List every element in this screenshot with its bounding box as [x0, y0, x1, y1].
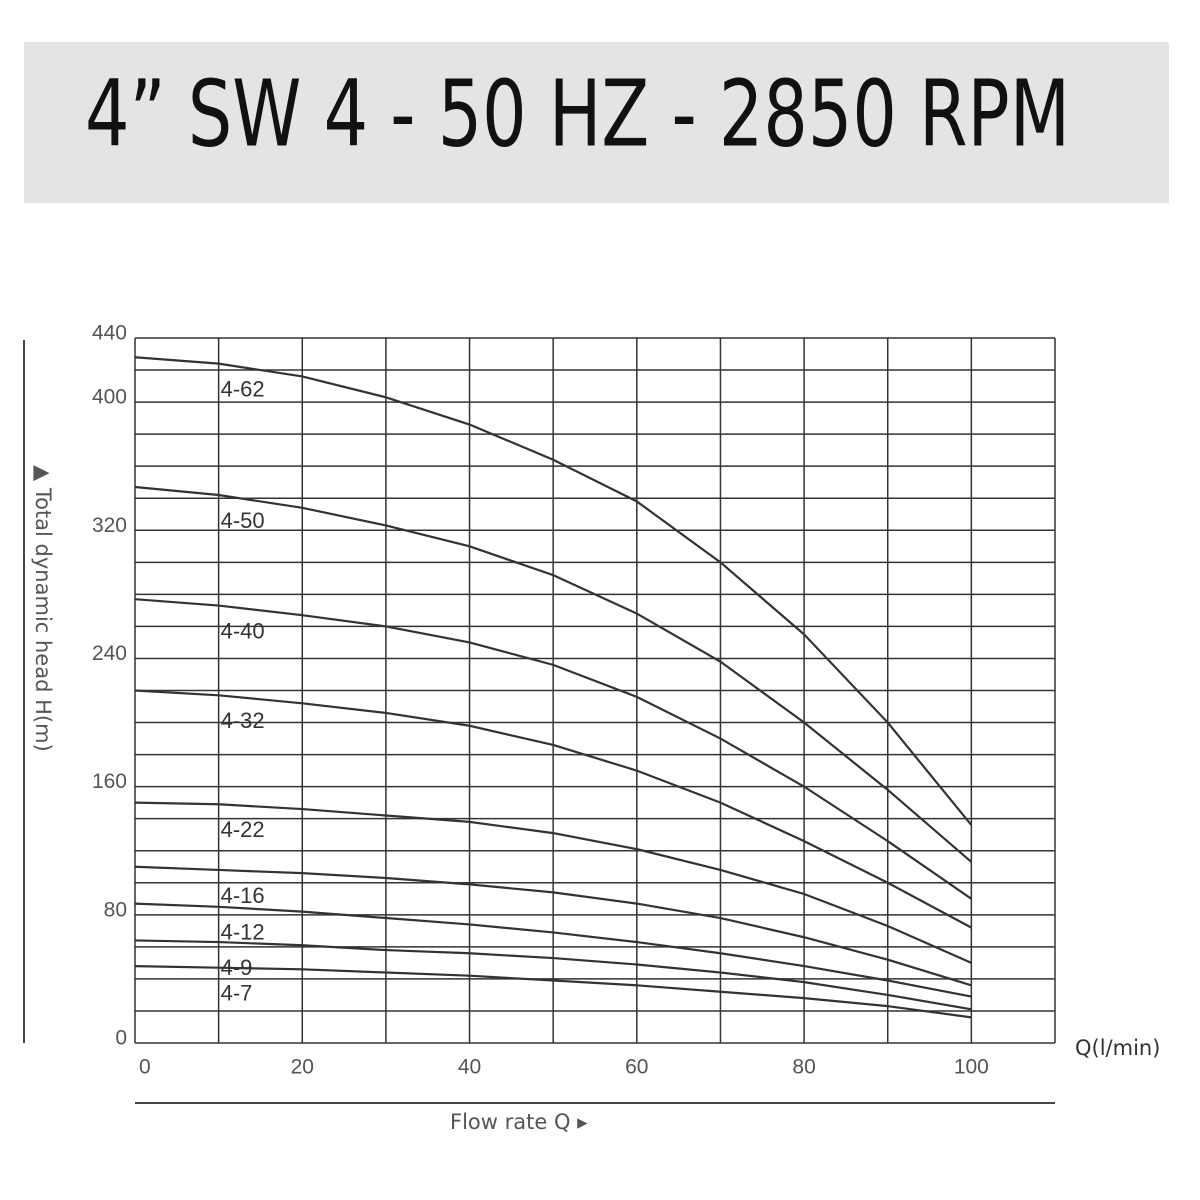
y-tick-label: 80: [104, 898, 127, 921]
curve: [134, 939, 972, 1011]
x-axis-unit: Q(l/min): [1075, 1036, 1160, 1060]
curve: [134, 964, 972, 1019]
curve-label: 4-12: [221, 920, 265, 945]
chart-title: 4” SW 4 - 50 HZ - 2850 RPM: [85, 60, 1070, 167]
y-tick-label: 400: [92, 386, 127, 409]
x-tick-label: 40: [458, 1056, 481, 1079]
curve: [134, 689, 972, 929]
x-tick-label: 0: [139, 1056, 151, 1079]
curve-label: 4-22: [221, 817, 265, 842]
curve-label: 4-62: [221, 376, 265, 401]
y-tick-label: 240: [92, 642, 127, 665]
curve-label: 4-40: [221, 618, 265, 643]
y-tick-label: 160: [92, 770, 127, 793]
curve-label: 4-7: [221, 981, 253, 1006]
curve-label: 4-32: [221, 708, 265, 733]
x-tick-label: 60: [625, 1056, 648, 1079]
curve: [134, 865, 972, 987]
curve: [134, 356, 973, 826]
y-tick-label: 0: [115, 1027, 127, 1050]
x-axis-label: Flow rate Q ▸: [450, 1110, 588, 1134]
curve: [134, 902, 972, 998]
y-axis-label: ▲ Total dynamic head H(m): [31, 465, 55, 752]
curve-label: 4-16: [221, 883, 265, 908]
y-tick-label: 320: [92, 514, 127, 537]
x-tick-label: 80: [792, 1056, 815, 1079]
title-banner: [24, 42, 1169, 203]
curve: [134, 598, 972, 900]
curve: [134, 801, 972, 964]
y-tick-label: 440: [92, 322, 127, 345]
x-tick-label: 100: [954, 1056, 989, 1079]
curve-label: 4-50: [221, 508, 265, 533]
x-tick-label: 20: [291, 1056, 314, 1079]
curve: [134, 485, 973, 863]
